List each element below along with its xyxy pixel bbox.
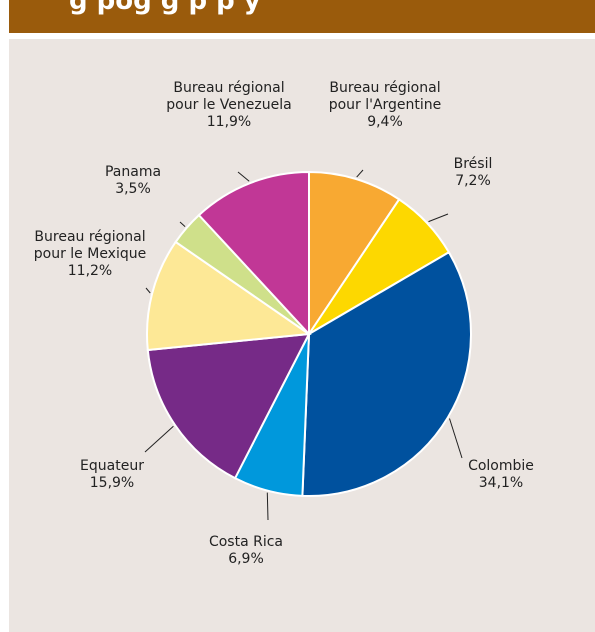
- leader-line-argentine: [356, 169, 364, 178]
- pie-slice-colombie: [301, 250, 472, 497]
- pie-slice-venezuela: [197, 170, 310, 337]
- slice-label-venezuela: Bureau régional: [173, 80, 284, 96]
- slice-value-argentine: 9,4%: [367, 114, 403, 130]
- slice-label-costa-rica: Costa Rica: [209, 534, 283, 550]
- header-bar: g pog g p p y: [9, 0, 595, 33]
- pie-slice-mexique: [146, 240, 312, 352]
- slice-value-venezuela: 11,9%: [207, 114, 251, 130]
- leader-line-bresil: [428, 213, 449, 223]
- slice-label-bresil: Brésil: [454, 156, 493, 172]
- leader-line-costa-rica: [266, 492, 269, 521]
- header-title: g pog g p p y: [69, 0, 261, 16]
- leader-line-equateur: [144, 425, 174, 453]
- slice-label-mexique: pour le Mexique: [34, 246, 146, 262]
- pie-slice-argentine: [308, 170, 401, 338]
- pie-slice-equateur: [146, 332, 311, 480]
- slice-label-argentine: pour l'Argentine: [329, 97, 442, 113]
- slice-value-equateur: 15,9%: [90, 475, 134, 491]
- leader-line-panama: [179, 221, 186, 227]
- slice-label-venezuela: pour le Venezuela: [166, 97, 291, 113]
- slice-value-panama: 3,5%: [115, 181, 151, 197]
- slice-label-colombie: Colombie: [468, 458, 534, 474]
- slice-value-colombie: 34,1%: [479, 475, 523, 491]
- leader-line-colombie: [449, 418, 463, 459]
- leader-line-venezuela: [237, 171, 250, 182]
- slice-label-mexique: Bureau régional: [34, 229, 145, 245]
- slice-value-costa-rica: 6,9%: [228, 551, 264, 567]
- slice-value-mexique: 11,2%: [68, 263, 112, 279]
- slice-value-bresil: 7,2%: [455, 173, 491, 189]
- slice-label-argentine: Bureau régional: [329, 80, 440, 96]
- slice-label-equateur: Equateur: [80, 458, 144, 474]
- slice-label-panama: Panama: [105, 164, 161, 180]
- leader-line-mexique: [145, 287, 151, 294]
